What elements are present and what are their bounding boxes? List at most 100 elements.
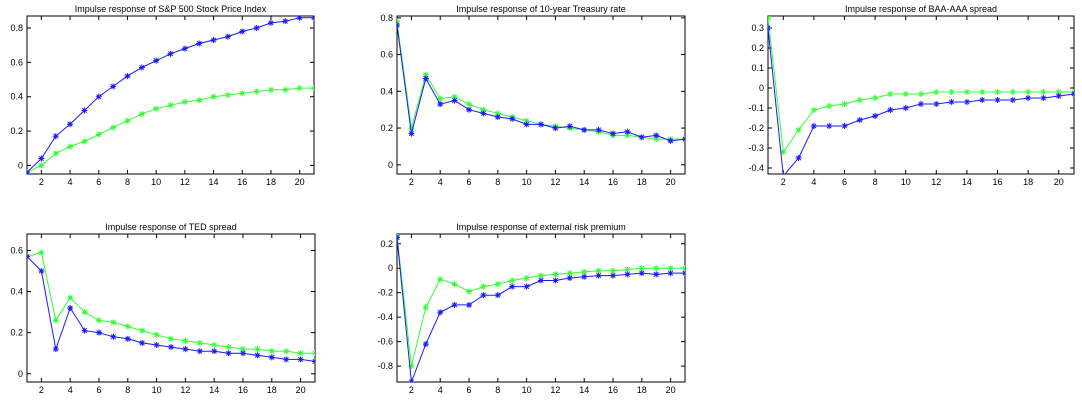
x-tick-label: 20 <box>296 385 306 395</box>
data-point-blue <box>523 283 530 290</box>
data-point-blue <box>168 344 174 351</box>
data-point-green <box>297 350 304 357</box>
data-point-blue <box>581 126 588 133</box>
data-point-green <box>494 110 501 117</box>
data-point-blue <box>595 126 602 133</box>
plot-area <box>26 15 315 175</box>
data-point-blue <box>397 22 400 29</box>
x-tick-label: 4 <box>68 385 73 395</box>
x-tick-label: 2 <box>39 177 44 187</box>
data-point-green <box>422 304 429 311</box>
data-point-blue <box>1040 95 1047 101</box>
data-point-blue <box>224 33 231 40</box>
data-point-green <box>268 348 275 355</box>
data-point-blue <box>451 301 458 308</box>
data-point-blue <box>253 25 260 32</box>
x-tick-label: 14 <box>579 177 589 187</box>
data-point-blue <box>38 155 45 162</box>
data-point-blue <box>480 292 487 299</box>
data-point-green <box>538 272 544 279</box>
data-point-blue <box>422 75 429 82</box>
x-tick-label: 20 <box>295 177 305 187</box>
data-point-green <box>153 105 160 112</box>
data-point-blue <box>437 309 444 316</box>
data-point-green <box>780 149 787 155</box>
data-point-blue <box>538 121 544 128</box>
series-line-green <box>768 17 1074 154</box>
data-point-blue <box>610 272 616 279</box>
data-point-blue <box>422 341 429 348</box>
data-point-green <box>480 106 487 113</box>
y-tick-label: -0.6 <box>377 337 393 347</box>
data-point-green <box>253 88 260 95</box>
y-tick-label: -0.2 <box>377 288 393 298</box>
data-point-green <box>595 267 602 274</box>
data-point-blue <box>296 16 303 21</box>
x-tick-label: 8 <box>495 385 500 395</box>
x-tick-label: 8 <box>125 385 130 395</box>
x-tick-label: 14 <box>962 177 972 187</box>
data-point-green <box>624 266 631 273</box>
data-point-blue <box>210 37 217 44</box>
x-tick-label: 8 <box>873 177 878 187</box>
x-tick-label: 18 <box>1023 177 1033 187</box>
data-point-blue <box>27 253 30 260</box>
data-point-green <box>210 93 217 100</box>
y-tick-label: 0 <box>388 160 393 170</box>
data-point-blue <box>624 128 631 135</box>
x-tick-label: 20 <box>666 177 676 187</box>
x-tick-label: 2 <box>409 385 414 395</box>
data-point-blue <box>466 301 472 308</box>
data-point-blue <box>480 110 487 117</box>
y-tick-label: 0.8 <box>10 23 23 33</box>
data-point-blue <box>887 107 894 113</box>
data-point-green <box>225 344 232 351</box>
data-point-green <box>168 335 174 342</box>
data-point-blue <box>211 348 218 355</box>
data-point-green <box>638 265 645 272</box>
x-tick-label: 4 <box>438 177 443 187</box>
data-point-blue <box>872 113 879 119</box>
x-tick-label: 8 <box>495 177 500 187</box>
chart-title: Impulse response of S&P 500 Stock Price … <box>75 4 267 14</box>
x-tick-label: 2 <box>409 177 414 187</box>
data-point-blue <box>682 136 685 143</box>
x-tick-label: 10 <box>151 177 161 187</box>
series-green <box>27 249 315 357</box>
y-tick-label: -0.3 <box>748 143 764 153</box>
data-point-blue <box>408 130 415 137</box>
y-tick-label: 0.6 <box>10 57 23 67</box>
data-point-green <box>494 281 501 288</box>
x-tick-label: 12 <box>180 177 190 187</box>
plot-area <box>26 233 316 383</box>
data-point-blue <box>283 356 290 363</box>
data-point-blue <box>124 335 131 342</box>
series-green <box>27 85 314 174</box>
data-point-green <box>311 85 314 92</box>
data-point-blue <box>638 270 645 277</box>
data-point-blue <box>624 271 631 278</box>
data-point-green <box>841 101 848 107</box>
data-point-blue <box>856 117 863 123</box>
data-point-green <box>282 86 289 93</box>
data-point-blue <box>267 19 274 26</box>
data-point-blue <box>196 40 203 47</box>
data-point-blue <box>494 114 501 121</box>
data-point-green <box>38 249 45 256</box>
data-point-green <box>211 342 218 348</box>
chart-title: Impulse response of TED spread <box>105 222 236 232</box>
x-tick-label: 14 <box>209 385 219 395</box>
data-point-blue <box>538 277 544 284</box>
data-point-green <box>451 281 458 288</box>
data-point-green <box>283 348 290 355</box>
data-point-blue <box>523 121 530 128</box>
data-point-green <box>810 107 817 113</box>
data-point-blue <box>81 327 88 334</box>
data-point-blue <box>240 350 246 357</box>
data-point-blue <box>1055 93 1062 99</box>
data-point-blue <box>81 107 88 114</box>
x-tick-label: 2 <box>39 385 44 395</box>
data-point-green <box>267 86 274 93</box>
series-blue <box>27 16 314 174</box>
